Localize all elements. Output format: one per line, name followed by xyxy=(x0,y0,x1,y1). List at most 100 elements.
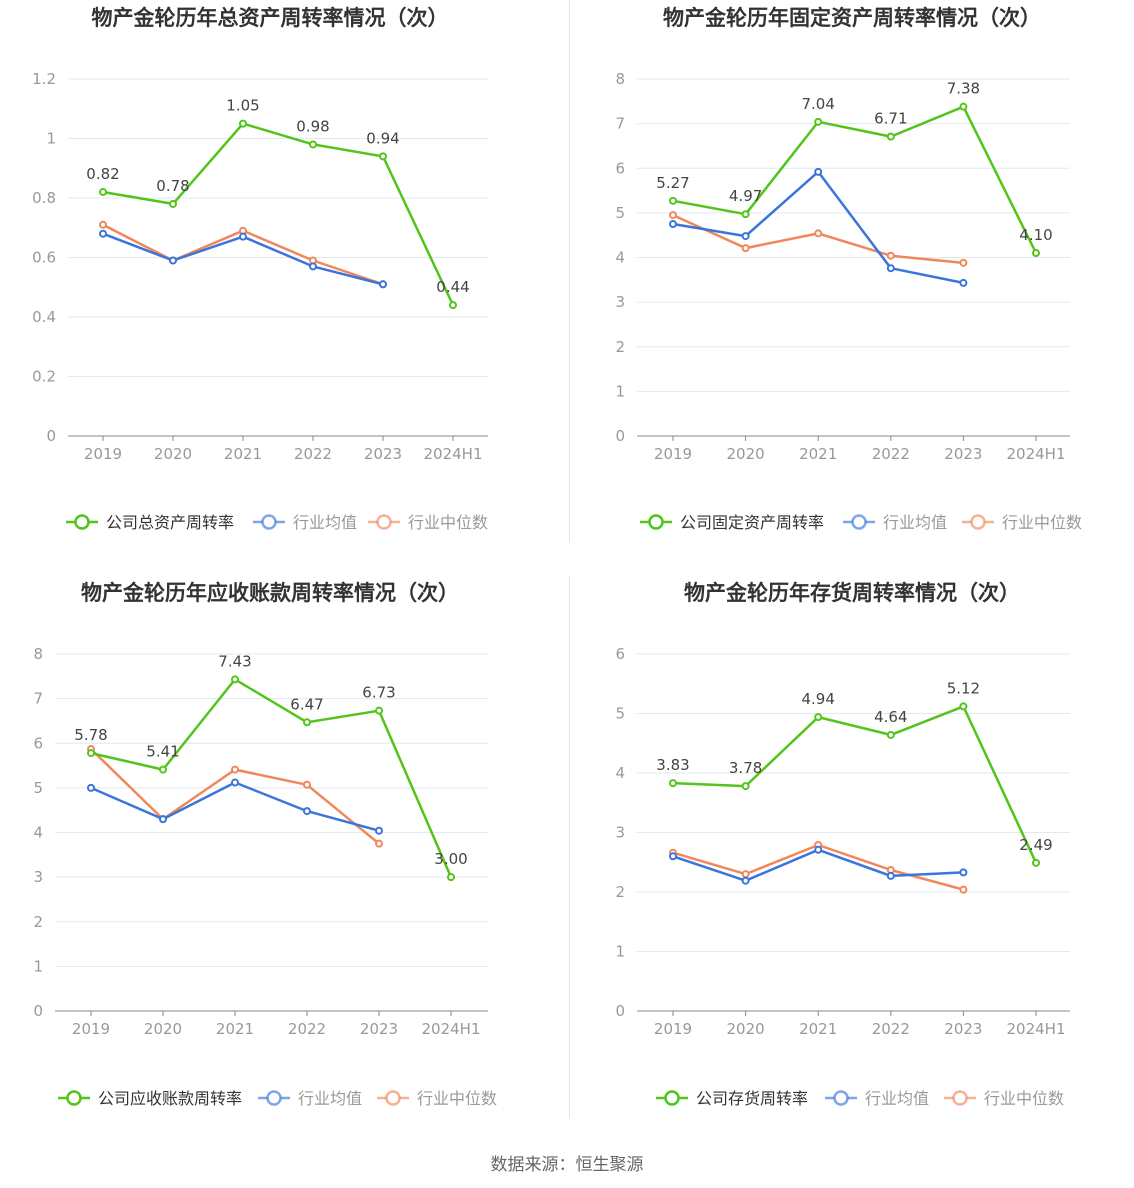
legend-marker xyxy=(376,514,392,530)
y-tick-label: 6 xyxy=(615,645,625,663)
legend-label: 公司总资产周转率 xyxy=(106,513,234,532)
x-tick-label: 2023 xyxy=(360,1020,398,1038)
legend-item[interactable]: 行业均值 xyxy=(843,513,947,532)
data-label: 3.00 xyxy=(434,850,467,868)
y-tick-label: 1 xyxy=(46,130,56,148)
y-tick-label: 5 xyxy=(615,204,625,222)
legend-marker xyxy=(648,514,664,530)
data-point xyxy=(886,132,895,141)
legend-marker xyxy=(833,1090,849,1106)
legend-item[interactable]: 行业中位数 xyxy=(377,1089,497,1108)
legend-item[interactable]: 公司存货周转率 xyxy=(656,1089,808,1108)
data-point xyxy=(309,140,317,149)
legend-item[interactable]: 行业中位数 xyxy=(368,513,488,532)
x-tick-label: 2019 xyxy=(84,445,122,463)
legend-marker xyxy=(74,514,90,530)
y-tick-label: 0 xyxy=(615,1002,625,1020)
y-tick-label: 2 xyxy=(615,338,625,356)
data-point xyxy=(159,765,167,774)
legend-item[interactable]: 公司总资产周转率 xyxy=(66,513,234,532)
y-tick-label: 7 xyxy=(33,690,43,708)
legend-item[interactable]: 行业中位数 xyxy=(944,1089,1064,1108)
data-point xyxy=(309,262,317,271)
x-tick-label: 2023 xyxy=(364,445,402,463)
data-point xyxy=(375,839,383,848)
x-tick-label: 2020 xyxy=(727,445,765,463)
data-point xyxy=(741,876,750,885)
y-tick-label: 0 xyxy=(33,1002,43,1020)
data-point xyxy=(303,807,311,816)
x-tick-label: 2020 xyxy=(727,1020,765,1038)
y-tick-label: 0.2 xyxy=(32,368,56,386)
data-source-note: 数据来源：恒生聚源 xyxy=(490,1155,644,1175)
data-point xyxy=(814,845,823,854)
data-point xyxy=(379,152,387,161)
data-point xyxy=(447,873,455,882)
data-point xyxy=(159,815,167,824)
y-tick-label: 1 xyxy=(615,382,625,400)
data-point xyxy=(1032,249,1040,258)
legend-item[interactable]: 公司应收账款周转率 xyxy=(58,1089,242,1108)
data-point xyxy=(669,211,677,220)
legend-marker xyxy=(261,514,277,530)
data-point xyxy=(87,749,95,758)
legend-item[interactable]: 行业均值 xyxy=(258,1089,362,1108)
x-tick-label: 2021 xyxy=(216,1020,254,1038)
data-point xyxy=(886,264,895,273)
legend-item[interactable]: 行业均值 xyxy=(253,513,357,532)
x-tick-label: 2024H1 xyxy=(1007,445,1066,463)
data-point xyxy=(959,278,968,287)
legend-marker xyxy=(385,1090,401,1106)
legend-label: 行业中位数 xyxy=(408,513,488,532)
data-label: 2.49 xyxy=(1019,836,1052,854)
legend-marker xyxy=(952,1090,968,1106)
legend-marker xyxy=(66,1090,82,1106)
data-point xyxy=(669,196,677,205)
data-point xyxy=(814,229,823,238)
x-tick-label: 2022 xyxy=(294,445,332,463)
data-label: 5.78 xyxy=(74,726,107,744)
x-tick-label: 2020 xyxy=(154,445,192,463)
vertical-divider-top xyxy=(569,0,570,542)
data-point xyxy=(959,702,968,711)
y-tick-label: 5 xyxy=(615,705,625,723)
legend-item[interactable]: 公司固定资产周转率 xyxy=(640,513,824,532)
x-tick-label: 2019 xyxy=(654,1020,692,1038)
data-point xyxy=(303,780,311,789)
data-point xyxy=(375,706,383,715)
series-line-1 xyxy=(672,105,1038,254)
y-tick-label: 3 xyxy=(615,293,625,311)
data-point xyxy=(669,852,677,861)
data-point xyxy=(959,258,968,267)
data-label: 7.43 xyxy=(218,652,251,670)
data-point xyxy=(99,220,107,229)
data-point xyxy=(959,868,968,877)
y-tick-label: 4 xyxy=(615,764,625,782)
data-label: 0.44 xyxy=(436,278,469,296)
x-tick-label: 2024H1 xyxy=(422,1020,481,1038)
data-point xyxy=(231,765,239,774)
legend-label: 公司存货周转率 xyxy=(696,1089,808,1108)
chart-panel-4: 物产金轮历年存货周转率情况（次） 0 1 2 3 4 5 6 2019 2020 2021 2022 2… xyxy=(615,581,1070,1108)
data-point xyxy=(741,232,750,241)
y-tick-label: 6 xyxy=(615,159,625,177)
data-point xyxy=(449,301,457,310)
y-tick-label: 0.6 xyxy=(32,249,56,267)
series-line-2 xyxy=(672,170,964,285)
y-tick-label: 3 xyxy=(615,824,625,842)
y-tick-label: 4 xyxy=(615,249,625,267)
data-point xyxy=(814,117,823,126)
x-tick-label: 2024H1 xyxy=(424,445,483,463)
legend-item[interactable]: 行业中位数 xyxy=(962,513,1082,532)
chart-panel-1: 物产金轮历年总资产周转率情况（次） 0 0.2 0.4 0.6 0.8 1 1.2 2019 20… xyxy=(32,6,488,532)
data-label: 7.38 xyxy=(947,80,980,98)
x-tick-label: 2019 xyxy=(654,445,692,463)
data-label: 0.94 xyxy=(366,129,399,147)
data-label: 4.64 xyxy=(874,708,907,726)
data-label: 3.78 xyxy=(729,759,762,777)
legend-item[interactable]: 行业均值 xyxy=(825,1089,929,1108)
data-point xyxy=(741,782,750,791)
y-tick-label: 8 xyxy=(615,70,625,88)
legend-marker xyxy=(970,514,986,530)
y-tick-label: 1 xyxy=(615,943,625,961)
